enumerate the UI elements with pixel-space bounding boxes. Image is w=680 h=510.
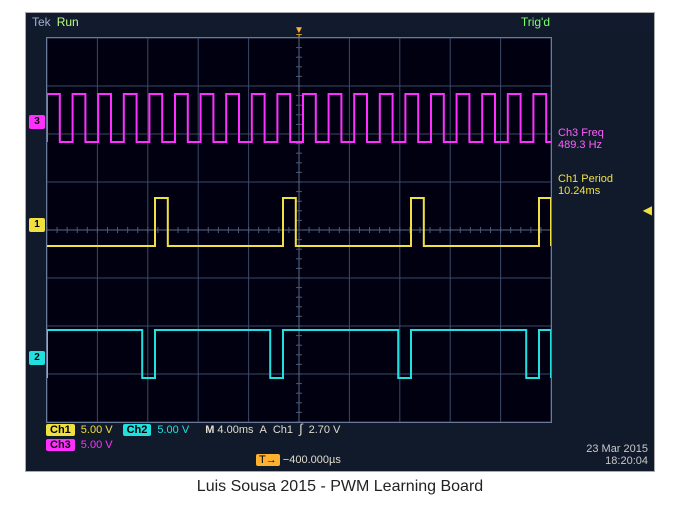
oscilloscope-window: Tek Run Trig'd ▼T 3 1 2 ◀ Ch3 Freq 489.3…: [25, 12, 655, 472]
readout-value: 489.3 Hz: [558, 139, 654, 151]
delay-value: −400.000µs: [283, 454, 341, 466]
main-area: Ch3 Freq 489.3 Hz Ch1 Period 10.24ms: [26, 31, 654, 431]
bottombar-row3: T→ −400.000µs: [46, 452, 648, 467]
date-value: 23 Mar 2015: [586, 443, 648, 455]
ch2-scale: Ch2 5.00 V: [123, 424, 196, 436]
trigger-mode: A: [260, 424, 267, 436]
ch-label: Ch2: [123, 424, 152, 436]
caption: Luis Sousa 2015 - PWM Learning Board: [197, 478, 483, 496]
bottombar-row2: Ch3 5.00 V: [46, 437, 648, 452]
bottombar-row1: Ch1 5.00 V Ch2 5.00 V M 4.00ms A Ch1 ∫ 2…: [46, 422, 648, 437]
datetime: 23 Mar 2015 18:20:04: [586, 443, 648, 467]
waveform-display: [46, 37, 552, 423]
readout-value: 10.24ms: [558, 185, 654, 197]
readout-label: Ch3 Freq: [558, 127, 654, 139]
time-value: 18:20:04: [586, 455, 648, 467]
edge-icon: ∫: [299, 421, 303, 436]
brand-label: Tek: [32, 15, 51, 29]
bottombar: Ch1 5.00 V Ch2 5.00 V M 4.00ms A Ch1 ∫ 2…: [46, 422, 648, 467]
readout-ch1-period: Ch1 Period 10.24ms: [558, 173, 654, 197]
delay-box-icon: T→: [256, 454, 280, 466]
trigger-source: Ch1: [273, 424, 293, 436]
acq-state: Run: [57, 15, 79, 29]
timebase-value: 4.00ms: [217, 424, 253, 436]
waveform-svg: [47, 38, 551, 422]
ch-label: Ch1: [46, 424, 75, 436]
ch3-scale: Ch3 5.00 V: [46, 439, 119, 451]
readout-ch3-freq: Ch3 Freq 489.3 Hz: [558, 127, 654, 151]
timebase-label: M: [205, 424, 214, 436]
trigger-level: 2.70 V: [309, 424, 341, 436]
topbar: Tek Run Trig'd: [26, 13, 654, 31]
trigger-state: Trig'd: [521, 15, 550, 29]
readout-panel: Ch3 Freq 489.3 Hz Ch1 Period 10.24ms: [558, 37, 654, 431]
ch1-scale: Ch1 5.00 V: [46, 424, 119, 436]
ch-label: Ch3: [46, 439, 75, 451]
ch-scale-value: 5.00 V: [75, 439, 119, 451]
readout-label: Ch1 Period: [558, 173, 654, 185]
timebase-trigger-info: M 4.00ms A Ch1 ∫ 2.70 V: [205, 422, 340, 437]
ch-scale-value: 5.00 V: [75, 424, 119, 436]
ch-scale-value: 5.00 V: [151, 424, 195, 436]
